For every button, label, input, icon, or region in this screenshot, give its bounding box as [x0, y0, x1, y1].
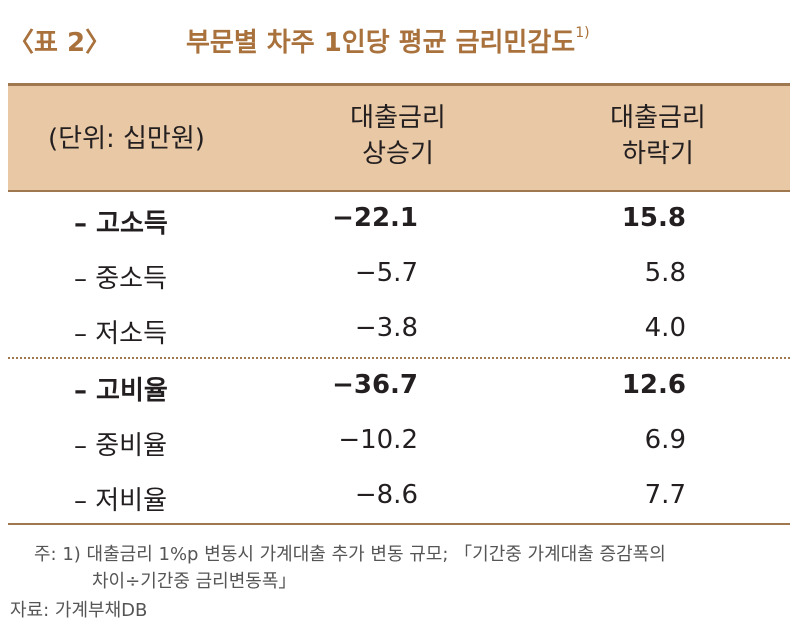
- column-header-rise-line1: 대출금리: [350, 103, 446, 133]
- table-title-text: 부문별 차주 1인당 평균 금리민감도: [186, 28, 576, 58]
- footnote-line1: 주: 1) 대출금리 1%p 변동시 가계대출 추가 변동 규모; 「기간중 가…: [34, 544, 666, 565]
- table-row: – 중비율 −10.2 6.9: [8, 415, 790, 469]
- fall-value: 12.6: [621, 370, 686, 400]
- column-header-rise-line2: 상승기: [362, 139, 434, 169]
- top-rule: [8, 83, 790, 86]
- table-number: 〈표 2〉: [8, 28, 112, 58]
- row-label: – 고비율: [74, 376, 168, 406]
- column-header-fall-line1: 대출금리: [610, 103, 706, 133]
- footnote-mark: 1): [575, 25, 590, 42]
- fall-value: 6.9: [644, 425, 686, 455]
- table-header: (단위: 십만원) 대출금리 상승기 대출금리 하락기: [8, 86, 790, 190]
- table-row: – 중소득 −5.7 5.8: [8, 248, 790, 302]
- column-header-fall: 대출금리 하락기: [558, 100, 758, 172]
- row-label: – 저비율: [74, 486, 168, 516]
- table-row: – 고소득 −22.1 15.8: [8, 193, 790, 247]
- table-row: – 저소득 −3.8 4.0: [8, 303, 790, 357]
- fall-value: 4.0: [644, 313, 686, 343]
- row-label: – 중소득: [74, 264, 168, 294]
- row-label: – 고소득: [74, 209, 168, 239]
- rise-value: −3.8: [354, 313, 418, 343]
- table-row: – 고비율 −36.7 12.6: [8, 360, 790, 414]
- column-header-rise: 대출금리 상승기: [298, 100, 498, 172]
- table-title-row: 〈표 2〉 부문별 차주 1인당 평균 금리민감도1): [8, 18, 792, 62]
- column-header-fall-line2: 하락기: [622, 139, 694, 169]
- fall-value: 15.8: [621, 203, 686, 233]
- unit-label: (단위: 십만원): [48, 124, 205, 154]
- source-note: 자료: 가계부채DB: [10, 600, 148, 621]
- rise-value: −36.7: [332, 370, 418, 400]
- table-title: 부문별 차주 1인당 평균 금리민감도1): [186, 22, 590, 59]
- bottom-rule: [8, 523, 790, 525]
- header-rule: [8, 190, 790, 192]
- footnote-line2: 차이÷기간중 금리변동폭」: [92, 571, 297, 592]
- fall-value: 5.8: [644, 258, 686, 288]
- fall-value: 7.7: [644, 480, 686, 510]
- group-divider: [8, 357, 790, 359]
- row-label: – 저소득: [74, 319, 168, 349]
- rise-value: −22.1: [332, 203, 418, 233]
- rise-value: −8.6: [354, 480, 418, 510]
- rise-value: −5.7: [354, 258, 418, 288]
- rise-value: −10.2: [338, 425, 418, 455]
- row-label: – 중비율: [74, 431, 168, 461]
- table-row: – 저비율 −8.6 7.7: [8, 470, 790, 524]
